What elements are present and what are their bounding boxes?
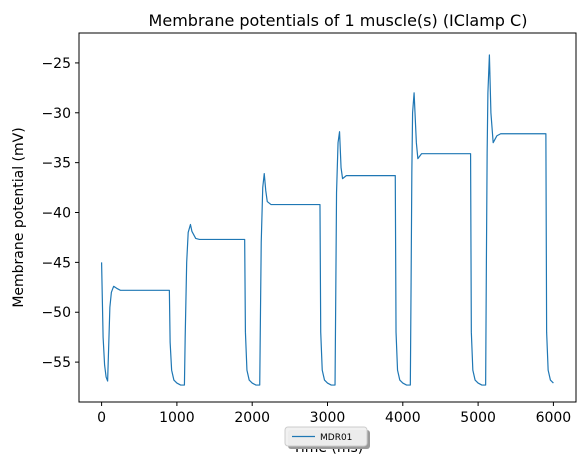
x-tick-label: 6000 [536,410,572,426]
x-tick-label: 2000 [234,410,270,426]
legend-box [284,426,368,447]
x-axis-ticks: 0 1000 2000 3000 4000 5000 6000 [97,402,571,426]
plot-area [100,54,554,386]
y-tick-label: −50 [41,305,71,321]
y-tick-label: −25 [41,56,71,72]
legend-label-mdr01: MDR01 [320,433,352,443]
x-tick-label: 5000 [460,410,496,426]
series-line-mdr01 [100,54,554,386]
y-tick-label: −35 [41,156,71,172]
x-tick-label: 3000 [310,410,346,426]
y-tick-label: −40 [41,206,71,222]
y-axis-ticks: −25 −30 −35 −40 −45 −50 −55 [41,56,79,371]
x-tick-label: 4000 [385,410,421,426]
legend: MDR01 [284,426,370,449]
y-axis-label: Membrane potential (mV) [11,127,27,307]
series-layer [100,54,554,386]
chart-title: Membrane potentials of 1 muscle(s) (ICla… [149,11,528,30]
y-tick-label: −45 [41,255,71,271]
y-tick-label: −30 [41,106,71,122]
x-tick-label: 1000 [159,410,195,426]
x-tick-label: 0 [97,410,106,426]
y-tick-label: −55 [41,355,71,371]
